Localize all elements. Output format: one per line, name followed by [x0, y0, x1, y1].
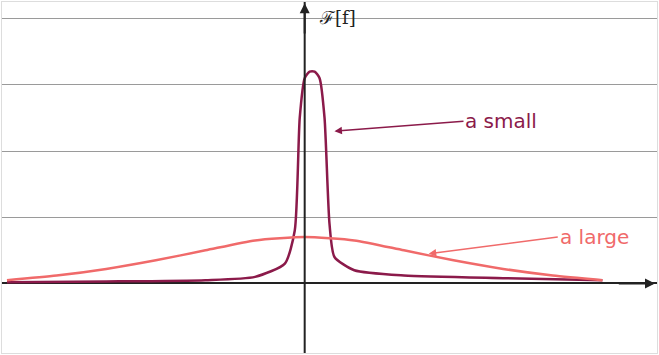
svg-text:ℱ[f]: ℱ[f]: [319, 7, 356, 28]
svg-text:a small: a small: [465, 109, 537, 133]
svg-text:a large: a large: [560, 225, 629, 249]
